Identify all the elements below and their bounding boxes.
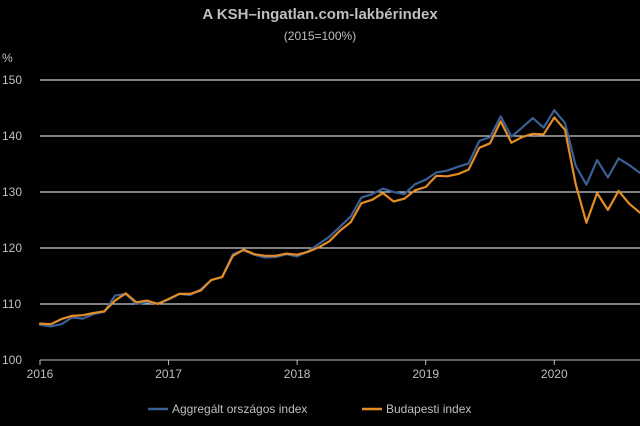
y-axis-unit-label: % xyxy=(2,51,13,65)
y-tick-label: 100 xyxy=(2,353,22,367)
legend-label-2: Budapesti index xyxy=(386,402,471,416)
x-tick-label: 2019 xyxy=(412,367,439,381)
x-tick-label: 2017 xyxy=(155,367,182,381)
series-line-2 xyxy=(38,116,640,326)
legend-label-1: Aggregált országos index xyxy=(172,402,307,416)
y-tick-label: 140 xyxy=(2,129,22,143)
series-lines xyxy=(38,109,640,328)
y-tick-label: 120 xyxy=(2,241,22,255)
chart-title: A KSH–ingatlan.com-lakbérindex xyxy=(202,6,438,23)
x-tick-label: 2020 xyxy=(541,367,568,381)
series-line-1 xyxy=(38,109,640,328)
axes: 100 110 120 130 140 150 2016 2017 2018 2019 2020 xyxy=(2,73,640,381)
gridlines xyxy=(40,79,640,305)
x-tick-label: 2016 xyxy=(27,367,54,381)
chart-subtitle: (2015=100%) xyxy=(284,29,356,43)
y-tick-label: 150 xyxy=(2,73,22,87)
x-tick-label: 2018 xyxy=(284,367,311,381)
y-tick-label: 130 xyxy=(2,185,22,199)
y-tick-label: 110 xyxy=(2,297,21,311)
legend: Aggregált országos index Budapesti index xyxy=(148,402,471,416)
